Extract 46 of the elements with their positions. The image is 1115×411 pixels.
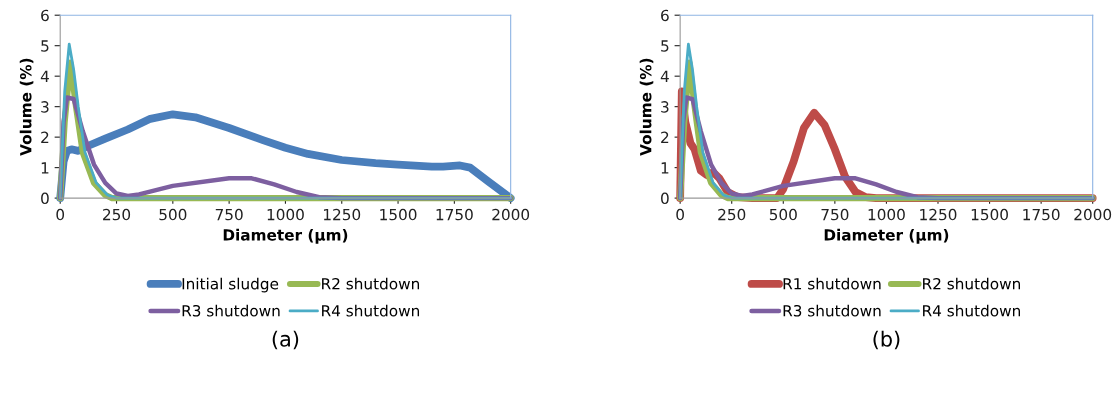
x-tick-label: 1750 <box>1023 208 1060 221</box>
y-tick-label: 3 <box>41 101 49 113</box>
y-axis-title: Volume (%) <box>639 58 654 156</box>
y-tick-label: 4 <box>660 70 669 82</box>
x-tick-label: 2000 <box>492 208 530 221</box>
y-tick-label: 2 <box>661 131 669 143</box>
y-tick-label: 1 <box>661 162 669 174</box>
x-tick-label: 1000 <box>267 208 304 221</box>
x-tick-label: 1250 <box>323 208 361 221</box>
y-tick-label: 1 <box>41 162 49 174</box>
y-tick-label: 0 <box>661 192 669 205</box>
x-tick-label: 1500 <box>380 208 417 221</box>
text: (b) <box>873 330 900 350</box>
y-axis-title: Volume (%) <box>19 58 34 156</box>
x-tick-label: 250 <box>103 208 131 221</box>
y-tick-label: 5 <box>661 40 669 52</box>
x-tick-label: 0 <box>676 208 684 221</box>
y-tick-label: 6 <box>41 9 49 22</box>
y-tick-label: 4 <box>40 70 49 82</box>
x-tick-label: 1000 <box>868 208 905 221</box>
legend-label: R2 shutdown <box>923 277 1020 290</box>
y-tick-label: 6 <box>661 9 669 22</box>
x-tick-label: 750 <box>821 208 849 221</box>
y-tick-label: 3 <box>661 101 669 113</box>
text: (a) <box>272 330 299 350</box>
x-tick-label: 500 <box>159 208 187 221</box>
legend-label: R4 shutdown <box>322 304 420 317</box>
legend-label: R1 shutdown <box>783 277 881 290</box>
x-tick-label: 250 <box>718 208 746 221</box>
y-tick-label: 5 <box>41 40 49 52</box>
x-tick-label: 0 <box>56 208 65 221</box>
x-tick-label: 1500 <box>971 208 1008 221</box>
x-tick-label: 500 <box>769 208 797 221</box>
x-axis-title: Diameter (µm) <box>824 228 949 244</box>
x-axis-title: Diameter (µm) <box>223 228 348 244</box>
x-tick-label: 1750 <box>436 208 473 221</box>
x-tick-label: 1250 <box>920 208 957 221</box>
y-tick-label: 0 <box>41 192 49 205</box>
y-tick-label: 2 <box>41 131 49 143</box>
legend-label: R2 shutdown <box>322 277 420 290</box>
x-tick-label: 750 <box>215 208 243 221</box>
legend-label: R3 shutdown <box>182 304 280 317</box>
legend-label: R3 shutdown <box>783 304 881 317</box>
x-tick-label: 2000 <box>1074 208 1112 221</box>
legend-label: Initial sludge <box>182 277 279 293</box>
legend-label: R4 shutdown <box>923 304 1020 317</box>
